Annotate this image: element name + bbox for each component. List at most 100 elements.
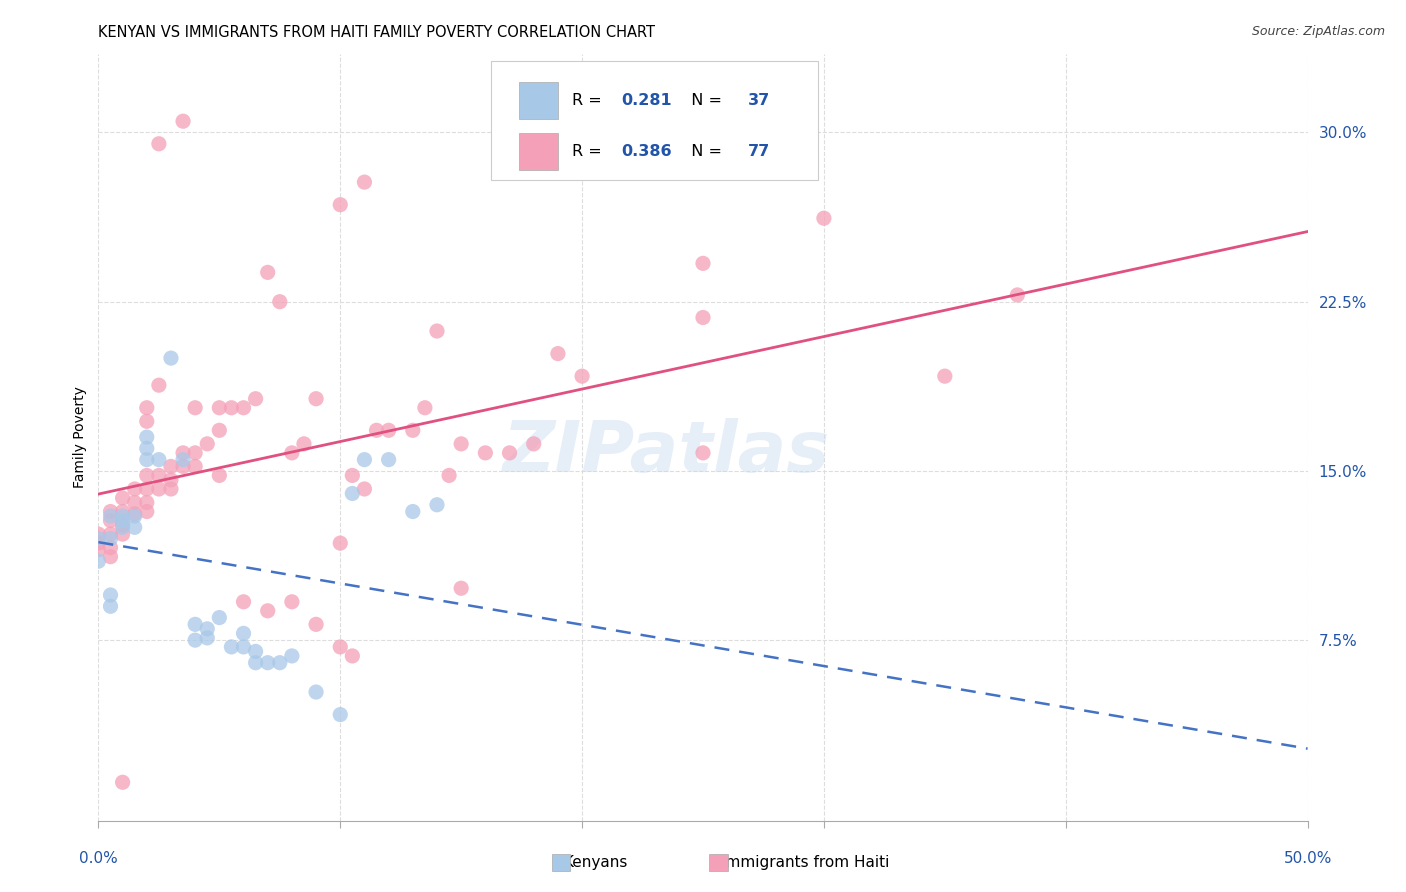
Point	[135, 442, 157, 456]
Point	[426, 498, 449, 512]
Point	[100, 532, 122, 546]
Point	[1007, 288, 1029, 302]
Text: 0.386: 0.386	[621, 145, 672, 160]
Point	[292, 437, 315, 451]
Point	[100, 599, 122, 614]
Point	[111, 520, 134, 534]
Point	[256, 604, 278, 618]
Point	[232, 640, 254, 654]
Point	[437, 468, 460, 483]
Point	[281, 595, 304, 609]
Point	[498, 446, 520, 460]
Point	[184, 617, 207, 632]
Point	[366, 423, 388, 437]
Bar	[709, 855, 728, 871]
Point	[450, 437, 472, 451]
Point	[160, 351, 183, 365]
Point	[221, 401, 243, 415]
Point	[135, 414, 157, 428]
Text: 77: 77	[748, 145, 770, 160]
Text: KENYAN VS IMMIGRANTS FROM HAITI FAMILY POVERTY CORRELATION CHART: KENYAN VS IMMIGRANTS FROM HAITI FAMILY P…	[98, 25, 655, 40]
Point	[269, 656, 291, 670]
Text: Kenyans: Kenyans	[564, 855, 628, 871]
Text: ZIPatlas: ZIPatlas	[503, 418, 831, 487]
Point	[329, 707, 352, 722]
Point	[256, 265, 278, 279]
Point	[148, 482, 170, 496]
Point	[184, 459, 207, 474]
Point	[934, 369, 956, 384]
Point	[160, 459, 183, 474]
Point	[135, 401, 157, 415]
Point	[148, 468, 170, 483]
Point	[208, 610, 231, 624]
Point	[135, 504, 157, 518]
Point	[195, 622, 218, 636]
Point	[184, 401, 207, 415]
Point	[474, 446, 496, 460]
Point	[100, 509, 122, 524]
Point	[245, 644, 267, 658]
Text: 0.281: 0.281	[621, 93, 672, 108]
Point	[172, 459, 194, 474]
Point	[571, 369, 593, 384]
Point	[111, 504, 134, 518]
Point	[221, 640, 243, 654]
Point	[124, 507, 146, 521]
Point	[353, 482, 375, 496]
Point	[100, 541, 122, 555]
Point	[111, 518, 134, 533]
Point	[111, 509, 134, 524]
Point	[692, 446, 714, 460]
Point	[135, 468, 157, 483]
Point	[256, 656, 278, 670]
Point	[111, 775, 134, 789]
Point	[148, 378, 170, 392]
Point	[184, 446, 207, 460]
Text: N =: N =	[682, 145, 727, 160]
Point	[329, 536, 352, 550]
Text: N =: N =	[682, 93, 727, 108]
Point	[329, 197, 352, 211]
Point	[172, 114, 194, 128]
Point	[124, 495, 146, 509]
Point	[87, 554, 110, 568]
Point	[87, 527, 110, 541]
Point	[813, 211, 835, 226]
Y-axis label: Family Poverty: Family Poverty	[73, 386, 87, 488]
Point	[160, 473, 183, 487]
Point	[426, 324, 449, 338]
Point	[208, 401, 231, 415]
Point	[111, 491, 134, 505]
Point	[413, 401, 436, 415]
Point	[377, 423, 399, 437]
Point	[100, 549, 122, 564]
FancyBboxPatch shape	[492, 62, 818, 180]
Point	[402, 504, 425, 518]
Point	[100, 504, 122, 518]
Point	[692, 256, 714, 270]
Point	[692, 310, 714, 325]
Bar	[519, 82, 558, 119]
Point	[353, 452, 375, 467]
Point	[232, 401, 254, 415]
Point	[87, 542, 110, 557]
Point	[100, 514, 122, 528]
Point	[305, 617, 328, 632]
Point	[232, 595, 254, 609]
Point	[281, 446, 304, 460]
Point	[547, 346, 569, 360]
Text: Source: ZipAtlas.com: Source: ZipAtlas.com	[1251, 25, 1385, 38]
Point	[184, 633, 207, 648]
Text: 50.0%: 50.0%	[1284, 851, 1331, 866]
Point	[124, 509, 146, 524]
Point	[100, 527, 122, 541]
Point	[281, 648, 304, 663]
Point	[269, 294, 291, 309]
Point	[124, 520, 146, 534]
Point	[232, 626, 254, 640]
Point	[523, 437, 546, 451]
Point	[135, 452, 157, 467]
Point	[208, 423, 231, 437]
Point	[208, 468, 231, 483]
